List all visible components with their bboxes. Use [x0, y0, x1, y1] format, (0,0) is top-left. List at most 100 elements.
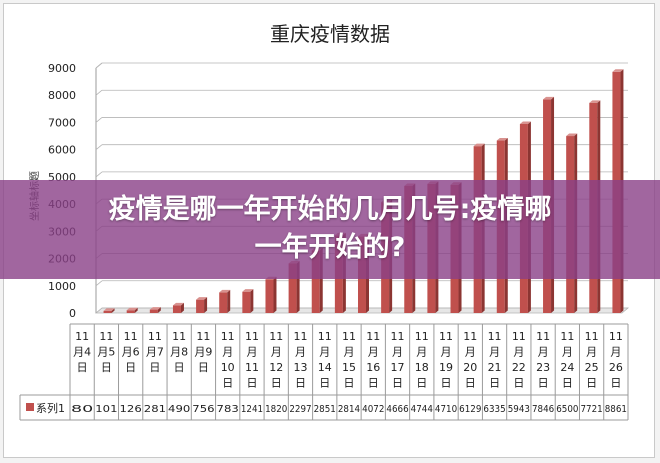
x-category-label: 月	[538, 346, 549, 359]
data-table-value: 4710	[435, 404, 457, 415]
x-category-label: 11	[488, 330, 502, 343]
x-category-label: 16	[366, 361, 380, 374]
bar-top	[589, 100, 601, 103]
bar-side	[227, 289, 231, 313]
x-category-label: 日	[538, 377, 549, 390]
gridline-depth	[95, 62, 103, 69]
x-category-label: 日	[368, 377, 379, 390]
data-table-value: 756	[192, 404, 214, 415]
y-tick-label: 6000	[48, 144, 76, 157]
x-category-label: 10	[221, 361, 235, 374]
x-category-label: 日	[77, 361, 88, 374]
x-category-label: 19	[439, 361, 453, 374]
y-tick-label: 9000	[48, 62, 76, 75]
x-category-label: 11	[366, 330, 380, 343]
x-category-label: 11	[124, 330, 138, 343]
x-category-label: 月	[562, 346, 573, 359]
x-category-label: 11	[269, 330, 283, 343]
x-category-label: 月	[246, 346, 257, 359]
x-category-label: 日	[416, 377, 427, 390]
bar-top	[612, 69, 624, 72]
x-category-label: 月	[489, 346, 500, 359]
bar-top	[172, 302, 184, 306]
x-category-label: 11	[221, 330, 235, 343]
x-category-label: 24	[560, 361, 574, 374]
data-table-value: 783	[217, 404, 239, 415]
x-category-label: 11	[391, 330, 405, 343]
x-category-label: 日	[392, 377, 403, 390]
bar	[103, 310, 112, 313]
x-category-label: 11	[609, 330, 623, 343]
x-category-label: 日	[344, 377, 355, 390]
bar-top	[126, 307, 138, 311]
gridline-depth	[95, 117, 103, 123]
x-category-label: 月	[465, 346, 476, 359]
bar	[265, 279, 274, 313]
x-category-label: 11	[512, 330, 526, 343]
x-category-label: 21	[488, 361, 502, 374]
x-category-label: 11	[245, 361, 259, 374]
x-category-label: 日	[465, 377, 476, 390]
x-category-label: 月7	[146, 346, 164, 359]
x-category-label: 13	[293, 361, 307, 374]
x-category-label: 月	[416, 346, 427, 359]
x-category-label: 11	[148, 330, 162, 343]
bar-side	[180, 302, 184, 313]
data-table-value: 4666	[386, 404, 408, 415]
x-category-label: 25	[585, 361, 599, 374]
x-category-label: 11	[439, 330, 453, 343]
data-table-value: 1820	[265, 404, 287, 415]
x-category-label: 日	[295, 377, 306, 390]
bar-top	[219, 289, 231, 293]
bar-side	[250, 289, 254, 313]
bar	[219, 292, 228, 313]
x-category-label: 日	[513, 377, 524, 390]
x-category-label: 月	[368, 346, 379, 359]
x-category-label: 日	[198, 361, 209, 374]
bar-top	[149, 307, 161, 310]
x-category-label: 14	[318, 361, 332, 374]
bar-top	[242, 289, 254, 292]
bar-top	[566, 133, 578, 137]
data-table-value: 2851	[314, 404, 336, 415]
bar-top	[473, 143, 485, 147]
x-category-label: 11	[585, 330, 599, 343]
gridline-depth	[95, 280, 103, 287]
x-category-label: 月	[441, 346, 452, 359]
y-tick-label: 8000	[48, 89, 76, 102]
x-category-label: 日	[246, 377, 257, 390]
bar	[242, 291, 251, 313]
legend-swatch	[26, 403, 34, 411]
bar	[311, 250, 320, 313]
x-category-label: 11	[99, 330, 113, 343]
data-table-value: 281	[144, 404, 166, 415]
data-table-value: 101	[95, 404, 117, 415]
bar	[126, 310, 135, 313]
x-category-label: 月4	[73, 346, 91, 359]
gridline-depth	[95, 171, 103, 178]
banner-line-1: 疫情是哪一年开始的几月几号:疫情哪	[108, 194, 552, 225]
x-category-label: 月	[392, 346, 403, 359]
y-tick-label: 0	[69, 307, 76, 320]
x-category-label: 23	[536, 361, 550, 374]
x-category-label: 月8	[170, 346, 188, 359]
x-category-label: 日	[101, 361, 112, 374]
x-category-label: 11	[75, 330, 89, 343]
bar-top	[103, 308, 115, 311]
data-table-value: 6129	[459, 404, 481, 415]
bar-top	[196, 297, 208, 300]
data-table-value: 7846	[532, 404, 554, 415]
overlay-headline-banner: 疫情是哪一年开始的几月几号:疫情哪 一年开始的?	[0, 180, 660, 279]
data-table-value: 490	[168, 404, 190, 415]
bar-top	[519, 121, 531, 124]
data-table-value: 5943	[508, 404, 530, 415]
data-table-value: 7721	[580, 404, 602, 415]
x-category-label: 11	[342, 330, 356, 343]
gridline-depth	[95, 89, 103, 96]
bar-side	[273, 276, 277, 313]
x-category-label: 月	[319, 346, 330, 359]
x-category-label: 11	[245, 330, 259, 343]
x-category-label: 11	[196, 330, 210, 343]
x-category-label: 17	[391, 361, 405, 374]
bar-side	[134, 307, 138, 313]
